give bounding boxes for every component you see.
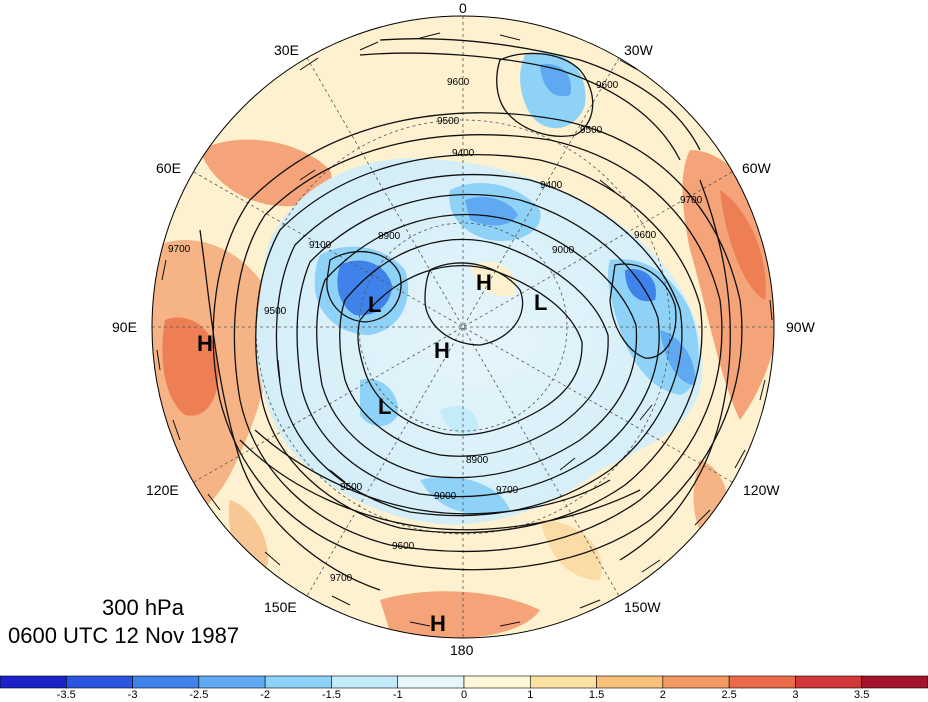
colorbar-tick-label: -3 (127, 689, 138, 701)
colorbar-swatch (795, 675, 863, 689)
colorbar-tick-label: -2 (260, 689, 271, 701)
lon-label-60w: 60W (742, 160, 771, 176)
globe-outline (151, 15, 775, 639)
contour-label: 9500 (264, 306, 287, 317)
high-center-pole: H (434, 338, 450, 363)
lon-label-120w: 120W (743, 482, 780, 498)
lon-label-60e: 60E (156, 160, 181, 176)
contour-label: 8900 (466, 455, 489, 466)
colorbar-tick-label: -3.5 (56, 689, 76, 701)
contour-label: 9000 (552, 245, 575, 256)
colorbar-tick-label: -1 (392, 689, 403, 701)
colorbar-swatch (662, 675, 730, 689)
colorbar-swatch (65, 675, 133, 689)
map-field (152, 16, 774, 638)
lon-label-120e: 120E (146, 482, 179, 498)
colorbar-swatch (397, 675, 465, 689)
map-title-level: 300 hPa (102, 595, 184, 620)
colorbar-tick-label: 0 (460, 689, 468, 701)
colorbar-swatch (529, 675, 597, 689)
colorbar-swatch (198, 675, 266, 689)
contour-label: 9500 (437, 116, 460, 127)
low-center-siberia: L (368, 292, 382, 317)
colorbar-tick-label: -1.5 (321, 689, 341, 701)
colorbar-tick-label: 3.5 (854, 689, 870, 701)
warm-region-south (380, 591, 540, 638)
lon-label-30w: 30W (624, 42, 653, 58)
contour-label: 9500 (340, 482, 363, 493)
map-title-datetime: 0600 UTC 12 Nov 1987 (8, 623, 240, 648)
low-center-east-asia: L (378, 394, 392, 419)
colorbar-swatch (132, 675, 200, 689)
contour-label: 9600 (634, 230, 657, 241)
lon-label-180: 180 (450, 642, 474, 658)
lon-label-30e: 30E (274, 42, 299, 58)
lon-label-90w: 90W (786, 319, 815, 335)
colorbar (0, 675, 928, 689)
colorbar-swatch (728, 675, 796, 689)
colorbar-swatch (861, 675, 928, 689)
colorbar-tick-label: 1.5 (588, 689, 605, 701)
lon-label-90e: 90E (112, 319, 137, 335)
contour-label: 9100 (309, 240, 332, 251)
contour-label: 8900 (378, 231, 401, 242)
colorbar-tick-label: 3 (792, 689, 799, 701)
lon-label-150e: 150E (264, 599, 297, 615)
high-center-180: H (430, 611, 446, 636)
height-contours (199, 38, 743, 591)
low-center-greenland: L (534, 290, 548, 315)
lon-label-0: 0 (459, 0, 467, 16)
colorbar-swatch (463, 675, 531, 689)
colorbar-swatch (596, 675, 664, 689)
contour-label: 9000 (434, 491, 457, 502)
contour-label: 9600 (447, 77, 470, 88)
contour-label: 9400 (540, 180, 563, 191)
colorbar-swatch (331, 675, 399, 689)
high-center-arctic: H (476, 270, 492, 295)
contour-label: 9500 (580, 125, 603, 136)
contour-label: 9400 (452, 148, 475, 159)
high-center-90e: H (197, 331, 213, 356)
colorbar-tick-label: 2 (659, 689, 666, 701)
colorbar-swatch (0, 675, 67, 689)
colorbar-tick-label: 1 (527, 689, 534, 701)
graticule (152, 16, 774, 638)
contour-label: 9600 (596, 80, 619, 91)
contour-label: 9700 (330, 573, 353, 584)
contour-label: 9700 (680, 195, 703, 206)
contour-label: 9700 (496, 485, 519, 496)
contour-label: 9700 (168, 244, 191, 255)
lon-label-150w: 150W (624, 599, 661, 615)
contour-label: 9600 (392, 541, 415, 552)
colorbar-tick-label: -2.5 (189, 689, 209, 701)
colorbar-tick-label: 2.5 (721, 689, 737, 701)
colorbar-swatch (264, 675, 332, 689)
